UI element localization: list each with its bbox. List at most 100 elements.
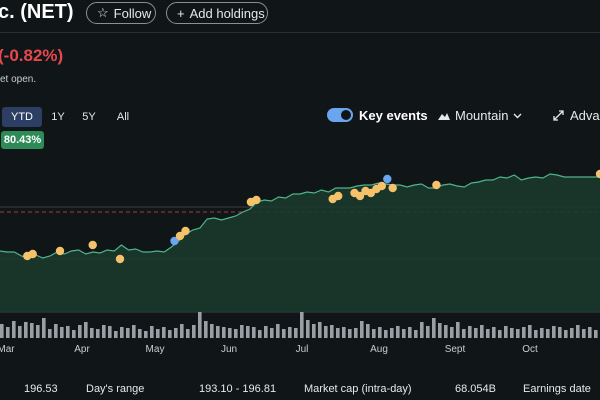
key-event-marker[interactable] [377,181,386,191]
x-axis-labels: Mar Apr May Jun Jul Aug Sept Oct [0,344,538,355]
price-change: (-0.82%) [0,46,64,65]
days-range-label: Day's range [86,383,145,395]
key-event-marker[interactable] [355,191,365,201]
advanced-chart-label: Advar [570,108,600,123]
volume-bar [252,327,256,338]
x-tick-label: Sept [445,344,466,355]
range-5y-button[interactable]: 5Y [82,111,96,123]
key-event-marker[interactable] [88,240,97,250]
key-event-marker[interactable] [55,246,65,256]
volume-bar [108,326,112,338]
volume-bar [522,327,526,338]
key-event-marker[interactable] [115,254,125,264]
key-event-marker[interactable] [181,226,190,236]
volume-bar [126,328,130,338]
volume-bar [222,327,226,338]
volume-bar [570,328,574,338]
volume-bar [546,329,550,338]
volume-bar [174,328,178,338]
follow-button[interactable]: ☆ Follow [86,2,156,24]
volume-bar [384,330,388,338]
advanced-chart-button[interactable]: Advar [553,108,600,123]
volume-bar [582,329,586,338]
volume-bar [180,324,184,338]
volume-bar [114,331,118,338]
volume-bar [414,330,418,338]
x-tick-label: Jul [296,344,309,355]
price-chart[interactable]: Mar Apr May Jun Jul Aug Sept Oct [0,150,600,360]
toggle-knob [341,110,351,120]
volume-bar [90,328,94,338]
x-tick-label: Apr [74,344,90,355]
volume-bar [42,318,46,338]
volume-bar [456,322,460,338]
volume-bar [306,320,310,338]
expand-arrows-icon [553,110,564,121]
volume-bar [102,325,106,338]
volume-bar [510,328,514,338]
key-events-toggle[interactable] [327,108,353,122]
prev-value: 196.53 [24,383,58,395]
key-event-marker[interactable] [28,249,37,259]
volume-bar [468,326,472,338]
ytd-change-badge: 80.43% [1,131,44,149]
volume-bar [378,327,382,338]
volume-bar [462,329,466,338]
range-1y-button[interactable]: 1Y [51,111,65,123]
volume-bar [336,328,340,338]
key-event-marker[interactable] [432,180,441,190]
key-event-marker[interactable] [388,183,397,193]
x-tick-label: May [146,344,165,355]
volume-bar [486,329,490,338]
price-line [0,173,600,259]
market-cap-value: 68.054B [455,383,496,395]
volume-bar [162,327,166,338]
volume-bar [324,326,328,338]
x-tick-label: Oct [522,344,538,355]
chart-type-label: Mountain [455,108,509,123]
x-tick-label: Jun [221,344,237,355]
volume-bar [270,328,274,338]
volume-bar [234,329,238,338]
volume-bar [192,325,196,338]
volume-bar [36,325,40,338]
volume-bars [0,312,598,338]
range-ytd-button[interactable]: YTD [2,107,42,127]
volume-bar [186,329,190,338]
key-event-marker[interactable] [595,169,600,179]
key-event-marker[interactable] [383,174,392,184]
key-event-marker[interactable] [170,236,179,246]
chart-type-dropdown[interactable]: Mountain [438,108,522,123]
volume-bar [246,326,250,338]
add-holdings-button[interactable]: + Add holdings [166,2,268,24]
volume-bar [66,326,70,338]
volume-bar [474,328,478,338]
volume-bar [240,325,244,338]
volume-bar [0,324,4,338]
range-all-button[interactable]: All [116,111,130,123]
header-divider [0,32,600,33]
volume-bar [408,327,412,338]
volume-bar [288,327,292,338]
days-range-value: 193.10 - 196.81 [199,383,277,395]
key-event-marker[interactable] [334,191,343,201]
volume-bar [276,324,280,338]
volume-bar [144,331,148,338]
volume-bar [72,330,76,338]
volume-bar [420,322,424,338]
x-tick-label: Aug [370,344,388,355]
key-event-marker[interactable] [175,231,185,241]
key-event-marker[interactable] [252,195,261,205]
volume-bar [390,328,394,338]
volume-bar [264,326,268,338]
volume-bar [372,329,376,338]
volume-bar [258,330,262,338]
volume-bar [528,325,532,338]
volume-bar [228,328,232,338]
volume-bar [216,326,220,338]
volume-bar [48,329,52,338]
volume-bar [30,323,34,338]
volume-bar [54,324,58,338]
volume-bar [576,325,580,338]
market-status: et open. [0,74,37,85]
